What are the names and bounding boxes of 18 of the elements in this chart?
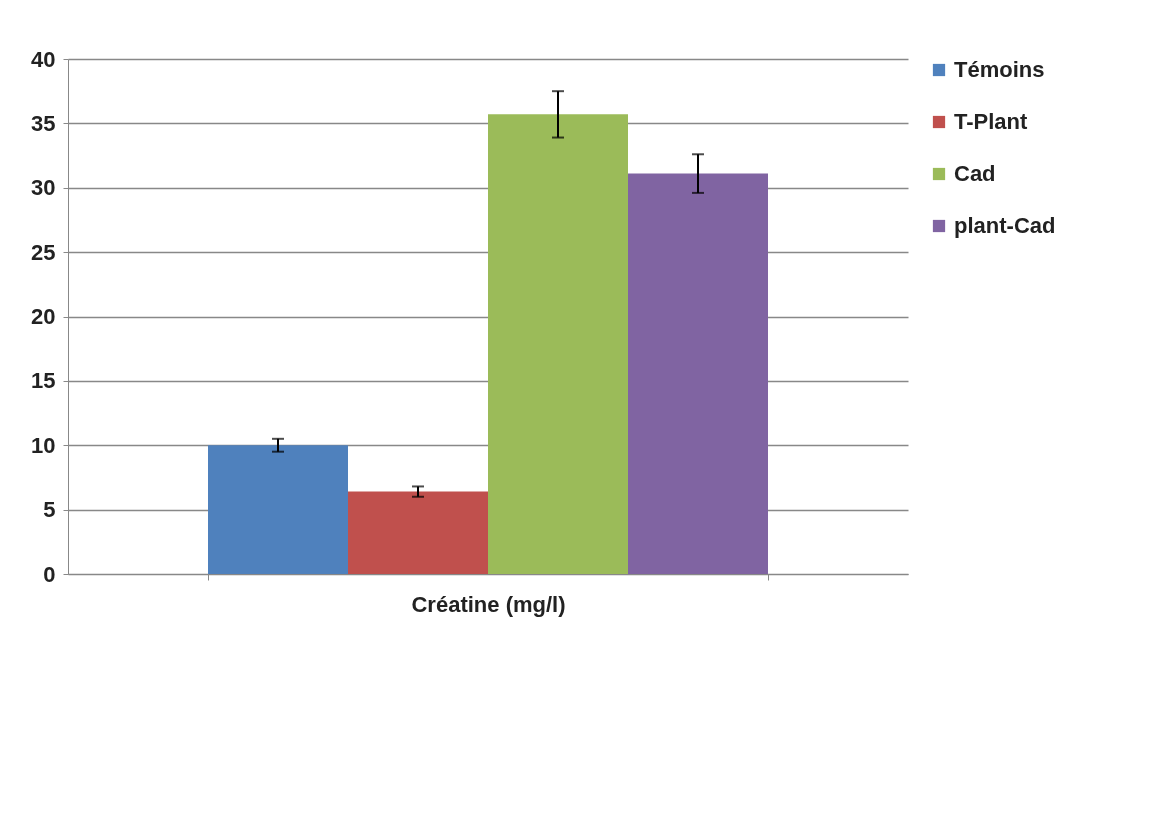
y-tick-label: 40: [31, 46, 56, 72]
y-tick-label: 20: [31, 304, 56, 329]
y-tick-label: 0: [43, 561, 56, 587]
legend-label: plant-Cad: [954, 213, 1056, 238]
y-tick-label: 35: [31, 110, 56, 136]
x-tick-label: Créatine (mg/l): [411, 591, 566, 617]
bar: [628, 173, 768, 574]
bar: [208, 445, 348, 574]
bar: [488, 114, 628, 574]
y-tick-label: 25: [31, 239, 56, 265]
y-tick-label: 15: [31, 368, 56, 394]
bar: [348, 491, 488, 574]
y-tick-label: 30: [31, 175, 56, 201]
y-tick-label: 5: [43, 497, 56, 523]
legend-label: T-Plant: [954, 109, 1029, 134]
y-tick-label: 10: [31, 432, 56, 458]
legend-label: Témoins: [954, 57, 1045, 82]
legend-label: Cad: [954, 161, 996, 186]
